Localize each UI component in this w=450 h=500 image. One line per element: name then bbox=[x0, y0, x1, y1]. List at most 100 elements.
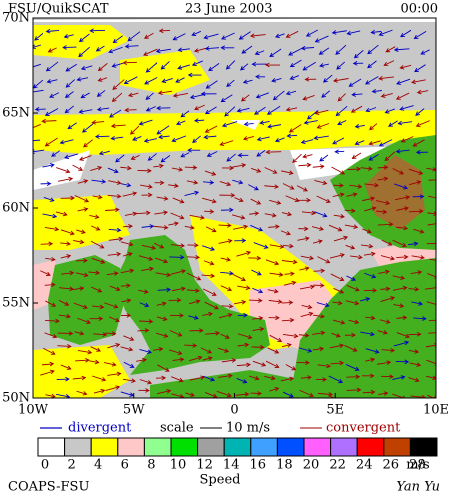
lon-label: 0 bbox=[230, 403, 238, 418]
wind-arrow bbox=[170, 269, 186, 275]
wind-arrow bbox=[360, 243, 374, 249]
wind-arrow bbox=[264, 167, 278, 174]
wind-arrow bbox=[288, 48, 302, 56]
wind-arrow bbox=[205, 391, 218, 398]
wind-arrow bbox=[234, 238, 247, 243]
wind-arrow bbox=[33, 124, 41, 129]
wind-arrow bbox=[264, 212, 277, 218]
wind-arrow bbox=[171, 243, 186, 248]
wind-arrow bbox=[319, 63, 329, 68]
wind-arrow bbox=[90, 240, 105, 249]
wind-arrow bbox=[399, 105, 414, 111]
wind-arrow bbox=[191, 60, 203, 67]
wind-arrow bbox=[349, 254, 363, 260]
wind-arrow bbox=[43, 347, 56, 355]
wind-arrow bbox=[296, 360, 310, 365]
wind-arrow bbox=[204, 170, 217, 176]
wind-arrow bbox=[108, 236, 124, 242]
wind-arrow bbox=[75, 258, 88, 263]
wind-arrow bbox=[155, 375, 167, 381]
wind-arrow bbox=[83, 139, 93, 148]
wind-arrow bbox=[57, 176, 74, 182]
wind-arrow bbox=[89, 214, 100, 220]
wind-arrow bbox=[136, 357, 147, 363]
wind-arrow bbox=[45, 28, 60, 34]
wind-arrow bbox=[137, 168, 152, 174]
wind-arrow bbox=[96, 90, 106, 97]
wind-arrow bbox=[64, 153, 79, 160]
wind-arrow bbox=[202, 197, 217, 204]
wind-arrow bbox=[360, 297, 371, 302]
wind-arrow bbox=[143, 48, 158, 56]
wind-arrow bbox=[155, 48, 172, 54]
wind-arrow bbox=[362, 196, 376, 202]
wind-arrow bbox=[169, 349, 183, 355]
wind-arrow bbox=[231, 214, 246, 220]
wind-arrow bbox=[132, 136, 142, 141]
wind-arrow bbox=[59, 139, 74, 145]
wind-arrow bbox=[40, 241, 54, 247]
wind-arrow bbox=[289, 59, 302, 68]
wind-arrow bbox=[408, 331, 422, 337]
colorbar-label: 6 bbox=[121, 458, 129, 473]
wind-arrow bbox=[112, 79, 125, 90]
wind-arrow bbox=[396, 332, 410, 339]
wind-arrow bbox=[415, 120, 430, 128]
wind-arrow bbox=[281, 317, 295, 323]
wind-arrow bbox=[171, 376, 184, 383]
colorbar-label: 10 bbox=[170, 458, 187, 473]
wind-arrow bbox=[156, 301, 167, 307]
wind-arrow bbox=[121, 298, 132, 304]
land bbox=[115, 235, 270, 375]
wind-arrow bbox=[104, 362, 117, 367]
wind-arrow bbox=[194, 104, 205, 111]
wind-arrow bbox=[201, 273, 216, 279]
wind-arrow bbox=[426, 167, 436, 172]
wind-arrow bbox=[240, 94, 250, 102]
wind-arrow bbox=[155, 257, 169, 264]
wind-arrow bbox=[40, 369, 55, 376]
wind-arrow bbox=[248, 184, 259, 191]
wind-arrow bbox=[76, 390, 88, 396]
wind-arrow bbox=[170, 212, 185, 220]
wind-arrow bbox=[311, 226, 325, 231]
wind-arrow bbox=[136, 210, 151, 216]
wind-arrow bbox=[189, 214, 205, 220]
wind-arrow bbox=[362, 228, 372, 234]
wind-arrow bbox=[147, 153, 157, 161]
wind-arrow bbox=[220, 270, 234, 276]
author: Yan Yu bbox=[396, 480, 440, 495]
colorbar-label: 4 bbox=[94, 458, 102, 473]
wind-arrow bbox=[236, 378, 248, 384]
wind-arrow bbox=[392, 393, 406, 398]
wind-arrow bbox=[381, 239, 393, 246]
wind-arrow bbox=[156, 125, 170, 135]
wind-arrow bbox=[365, 107, 377, 113]
wind-arrow bbox=[282, 183, 295, 190]
wind-arrow bbox=[140, 184, 153, 189]
wind-arrow bbox=[255, 92, 269, 99]
wind-arrow bbox=[411, 301, 424, 306]
wind-arrow bbox=[249, 33, 266, 39]
colorbar-swatch bbox=[330, 437, 358, 457]
wind-arrow bbox=[129, 125, 140, 135]
wind-arrow bbox=[156, 196, 169, 201]
wind-arrow bbox=[352, 61, 364, 66]
wind-arrow bbox=[377, 330, 388, 335]
wind-arrow bbox=[285, 364, 297, 371]
wind-arrow bbox=[139, 379, 153, 385]
wind-arrow bbox=[88, 270, 101, 275]
wind-arrow bbox=[301, 210, 317, 216]
wind-arrow bbox=[41, 118, 57, 124]
colorbar-label: 20 bbox=[303, 458, 320, 473]
wind-arrow bbox=[202, 288, 217, 296]
wind-arrow bbox=[221, 303, 234, 309]
wind-arrow bbox=[265, 259, 280, 266]
wind-arrow bbox=[33, 63, 41, 68]
wind-arrow bbox=[298, 347, 313, 353]
wind-arrow bbox=[45, 300, 57, 307]
wind-arrow bbox=[234, 300, 247, 305]
wind-arrow bbox=[104, 302, 119, 309]
wind-arrow bbox=[300, 311, 314, 318]
wind-arrow bbox=[292, 153, 302, 164]
